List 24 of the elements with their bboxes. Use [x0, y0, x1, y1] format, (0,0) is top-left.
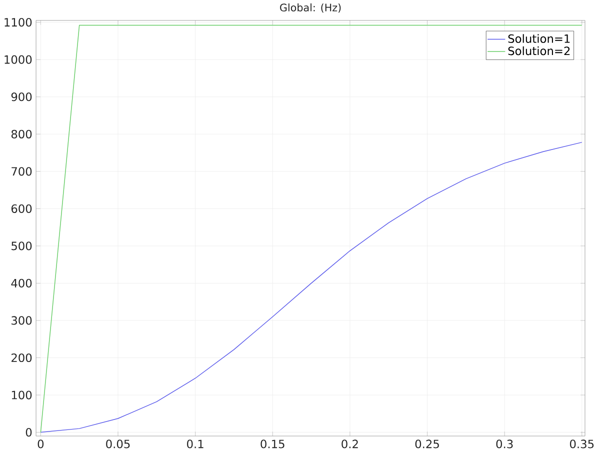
x-tick-label: 0.35: [570, 440, 594, 448]
y-tick-label: 300: [12, 316, 32, 325]
y-tick-label: 0: [26, 428, 32, 437]
x-tick-label: 0.3: [496, 440, 513, 448]
y-tick-label: 1000: [4, 55, 32, 64]
legend-label: Solution=2: [508, 46, 570, 56]
y-tick-label: 700: [12, 167, 32, 176]
y-tick-label: 500: [12, 242, 32, 250]
x-tick-label: 0.15: [260, 440, 284, 448]
y-tick-label: 200: [12, 354, 32, 362]
y-tick-label: 100: [12, 390, 32, 400]
y-tick-label: 900: [11, 92, 32, 102]
y-tick-label: 600: [11, 204, 32, 214]
x-tick-label: 0.2: [342, 440, 358, 448]
line-series: [40, 142, 582, 433]
chart-title: Global: (Hz): [280, 4, 341, 13]
y-tick-label: 1100: [4, 18, 32, 27]
legend-label: Solution=1: [508, 34, 570, 44]
y-tick-label: 800: [11, 130, 32, 139]
y-tick-label: 400: [11, 279, 32, 288]
x-tick-label: 0: [38, 440, 44, 448]
x-tick-label: 0.25: [415, 440, 439, 448]
x-tick-label: 0.1: [187, 440, 204, 448]
x-tick-label: 0.05: [106, 440, 130, 448]
